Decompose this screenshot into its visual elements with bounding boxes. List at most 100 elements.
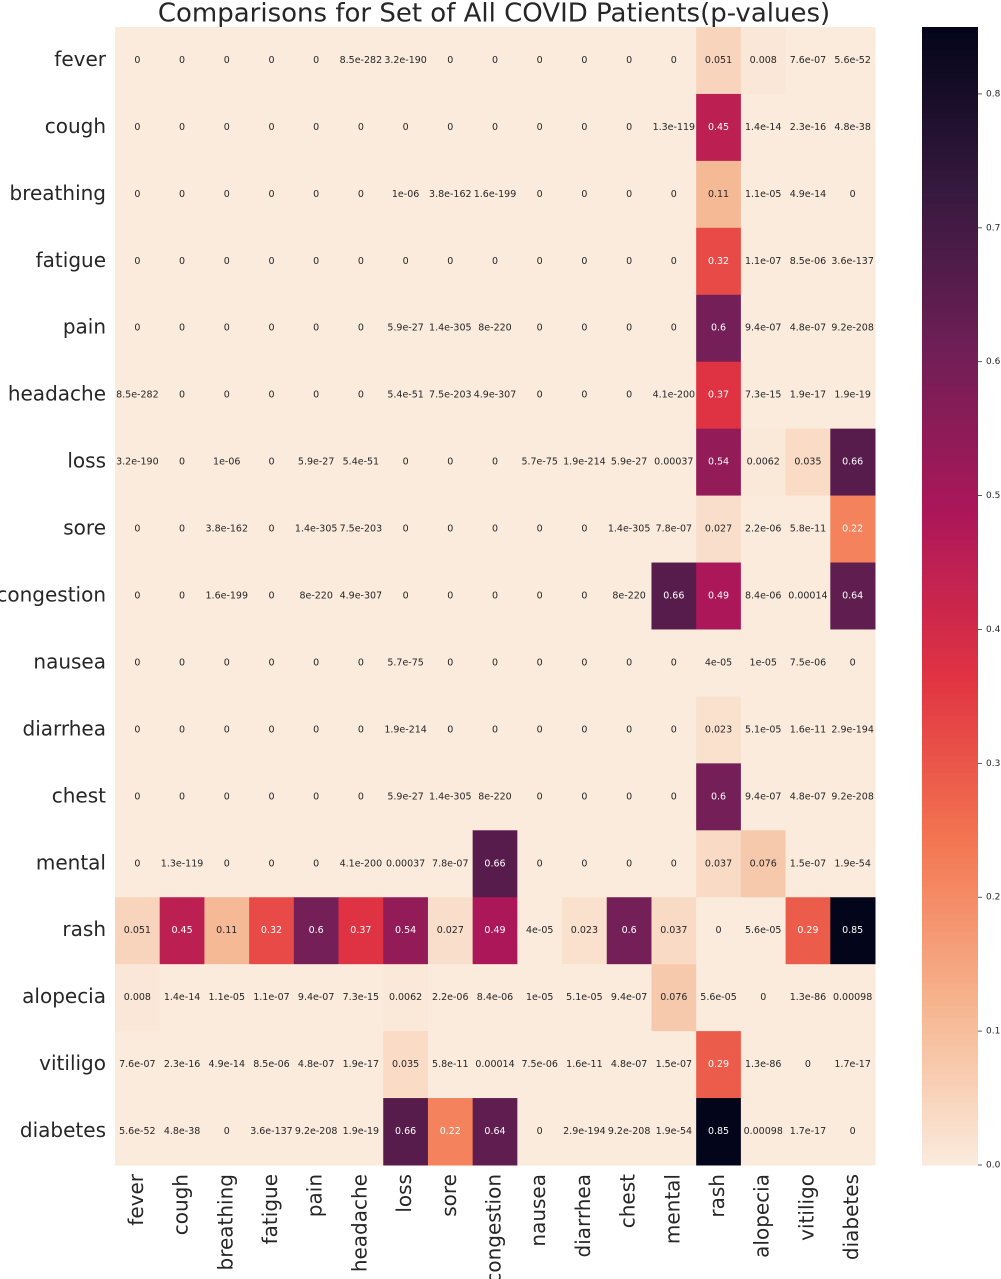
cell-label: 0 <box>358 791 364 802</box>
cell-label: 0 <box>626 791 632 802</box>
cell-label: 0 <box>447 256 453 267</box>
heatmap-cell <box>472 160 518 229</box>
colorbar-segment <box>922 544 978 552</box>
cell-label: 8.4e-06 <box>477 992 513 1003</box>
heatmap-cell <box>740 897 787 965</box>
heatmap-cell <box>204 629 250 697</box>
cell-label: 0 <box>671 858 677 869</box>
cell-label: 1.4e-14 <box>164 992 200 1003</box>
colorbar-segment <box>922 163 978 170</box>
cell-label: 0 <box>134 858 140 869</box>
cell-label: 0.037 <box>660 925 687 936</box>
cell-label: 0 <box>358 724 364 735</box>
cell-label: 0.66 <box>842 457 863 468</box>
cell-label: 0 <box>447 524 453 535</box>
heatmap-cell <box>472 27 518 95</box>
cell-label: 9.4e-07 <box>298 992 334 1003</box>
colorbar-segment <box>922 829 978 836</box>
colorbar-segment <box>922 522 978 529</box>
colorbar-segment <box>922 1125 978 1132</box>
colorbar-segment <box>922 937 978 944</box>
cell-label: 4.9e-14 <box>209 1059 245 1070</box>
cell-label: 0 <box>850 189 856 200</box>
cell-label: 0 <box>581 791 587 802</box>
heatmap-cell <box>472 361 518 430</box>
cell-label: 0 <box>358 657 364 668</box>
colorbar-segment <box>922 630 978 637</box>
cell-label: 1.5e-07 <box>656 1059 692 1070</box>
cell-label: 0.051 <box>705 55 732 66</box>
colorbar-segment <box>922 112 978 119</box>
cell-label: 0.00014 <box>475 1059 514 1070</box>
colorbar-segment <box>922 613 978 620</box>
cell-label: 8e-220 <box>478 323 511 334</box>
cell-label: 0 <box>403 457 409 468</box>
cell-label: 1.3e-86 <box>745 1059 781 1070</box>
heatmap-cell <box>472 830 518 898</box>
colorbar-segment <box>922 368 978 375</box>
cell-label: 0 <box>581 724 587 735</box>
cell-label: 0 <box>537 591 543 602</box>
colorbar-segment <box>922 374 978 381</box>
cell-label: 7.8e-07 <box>656 524 692 535</box>
cell-label: 4.8e-38 <box>164 1126 200 1137</box>
cell-label: 0 <box>447 457 453 468</box>
heatmap-cell <box>517 897 563 965</box>
cell-label: 0.6 <box>711 323 726 334</box>
cell-label: 0 <box>358 390 364 401</box>
x-tick-label: nausea <box>526 1174 550 1247</box>
colorbar-segment <box>922 772 978 779</box>
cell-label: 5.8e-11 <box>432 1059 468 1070</box>
cell-label: 7.3e-15 <box>745 390 781 401</box>
colorbar-segment <box>922 260 978 267</box>
colorbar-tick-label: 0.6 <box>986 357 1001 367</box>
cell-label: 0 <box>358 122 364 133</box>
cell-label: 5.6e-05 <box>745 925 781 936</box>
cell-label: 7.5e-203 <box>429 390 472 401</box>
cell-label: 5.4e-51 <box>387 390 423 401</box>
heatmap-cell <box>427 629 474 697</box>
cell-label: 0 <box>626 390 632 401</box>
cell-label: 9.4e-07 <box>745 323 781 334</box>
y-tick-label: mental <box>36 850 106 874</box>
heatmap-cell <box>740 361 787 430</box>
heatmap-cell <box>517 562 563 630</box>
heatmap-cell <box>696 27 742 95</box>
colorbar-segment <box>922 271 978 278</box>
colorbar-segment <box>922 669 978 677</box>
colorbar-segment <box>922 971 978 978</box>
colorbar-segment <box>922 590 978 597</box>
heatmap-cell <box>383 495 429 564</box>
colorbar-segment <box>922 38 978 45</box>
cell-label: 0.00014 <box>788 591 827 602</box>
heatmap-cell <box>562 1031 608 1099</box>
cell-label: 2.3e-16 <box>790 122 826 133</box>
cell-label: 0 <box>626 122 632 133</box>
heatmap-cell <box>740 763 787 831</box>
colorbar-segment <box>922 1142 978 1149</box>
cell-label: 0 <box>626 724 632 735</box>
heatmap-cell <box>472 629 518 697</box>
heatmap-cell <box>606 1098 652 1166</box>
cell-label: 0 <box>537 256 543 267</box>
cell-label: 4.9e-307 <box>474 390 517 401</box>
heatmap-cell <box>159 27 205 95</box>
colorbar-segment <box>922 402 978 409</box>
cell-label: 0.29 <box>708 1059 729 1070</box>
heatmap-cell <box>740 294 787 363</box>
cell-label: 0.6 <box>711 791 726 802</box>
cell-label: 9.4e-07 <box>611 992 647 1003</box>
colorbar-segment <box>922 248 978 256</box>
cell-label: 7.5e-06 <box>790 657 826 668</box>
heatmap-cell <box>740 428 787 497</box>
heatmap-cell <box>785 227 831 296</box>
cell-label: 0 <box>313 256 319 267</box>
colorbar-segment <box>922 749 978 756</box>
heatmap-cell <box>427 562 474 630</box>
heatmap-cell <box>696 495 742 564</box>
heatmap-cell <box>115 27 161 95</box>
colorbar-tick-label: 0.4 <box>986 625 1001 635</box>
heatmap-cell <box>115 93 161 162</box>
cell-label: 0 <box>850 657 856 668</box>
